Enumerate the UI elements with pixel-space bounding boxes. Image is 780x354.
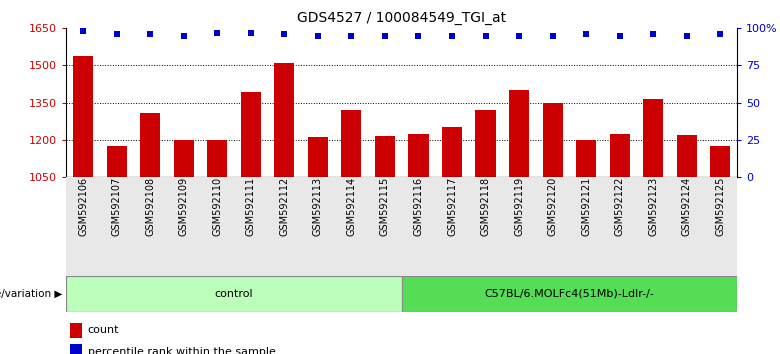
Point xyxy=(111,32,123,37)
Text: GSM592118: GSM592118 xyxy=(480,177,491,236)
Bar xyxy=(107,146,126,177)
Bar xyxy=(375,136,395,177)
Point xyxy=(546,33,558,39)
Bar xyxy=(402,276,737,312)
Text: GSM592109: GSM592109 xyxy=(179,177,189,236)
Text: count: count xyxy=(88,325,119,336)
Text: GSM592116: GSM592116 xyxy=(413,177,424,236)
Point xyxy=(446,33,459,39)
Point xyxy=(513,33,526,39)
Text: GSM592115: GSM592115 xyxy=(380,177,390,236)
Bar xyxy=(610,134,629,177)
Text: control: control xyxy=(215,289,254,299)
Text: GSM592108: GSM592108 xyxy=(145,177,155,236)
Bar xyxy=(677,135,697,177)
Point xyxy=(244,30,257,36)
Bar xyxy=(69,323,82,338)
Point xyxy=(144,32,156,37)
Bar xyxy=(543,103,562,177)
Bar xyxy=(644,99,663,177)
Point xyxy=(412,33,424,39)
Text: GSM592110: GSM592110 xyxy=(212,177,222,236)
Point xyxy=(680,33,693,39)
Text: GSM592113: GSM592113 xyxy=(313,177,323,236)
Point xyxy=(177,33,190,39)
Text: GSM592112: GSM592112 xyxy=(279,177,289,236)
Bar xyxy=(69,344,82,354)
Point xyxy=(211,30,224,36)
Point xyxy=(714,32,727,37)
Bar xyxy=(409,134,428,177)
Bar xyxy=(140,113,160,177)
Bar xyxy=(442,127,462,177)
Text: GSM592114: GSM592114 xyxy=(346,177,356,236)
Bar xyxy=(207,140,227,177)
Text: GSM592122: GSM592122 xyxy=(615,177,625,236)
Text: GSM592107: GSM592107 xyxy=(112,177,122,236)
Text: GSM592106: GSM592106 xyxy=(78,177,88,236)
Text: GSM592125: GSM592125 xyxy=(715,177,725,236)
Bar xyxy=(576,140,596,177)
Point xyxy=(479,33,492,39)
Text: GSM592120: GSM592120 xyxy=(548,177,558,236)
Text: percentile rank within the sample: percentile rank within the sample xyxy=(88,347,275,354)
Title: GDS4527 / 100084549_TGI_at: GDS4527 / 100084549_TGI_at xyxy=(297,11,506,24)
Bar xyxy=(275,63,294,177)
Point xyxy=(76,28,90,34)
Bar xyxy=(241,92,261,177)
Bar xyxy=(509,90,529,177)
Text: GSM592119: GSM592119 xyxy=(514,177,524,236)
Point xyxy=(580,32,593,37)
Bar xyxy=(342,110,361,177)
Bar xyxy=(308,137,328,177)
Text: GSM592111: GSM592111 xyxy=(246,177,256,236)
Bar xyxy=(73,56,93,177)
Text: genotype/variation ▶: genotype/variation ▶ xyxy=(0,289,62,299)
Point xyxy=(278,32,290,37)
Text: GSM592121: GSM592121 xyxy=(581,177,591,236)
Bar xyxy=(66,276,402,312)
Text: C57BL/6.MOLFc4(51Mb)-Ldlr-/-: C57BL/6.MOLFc4(51Mb)-Ldlr-/- xyxy=(484,289,654,299)
Text: GSM592123: GSM592123 xyxy=(648,177,658,236)
Point xyxy=(379,33,391,39)
Bar xyxy=(711,146,730,177)
Point xyxy=(614,33,626,39)
Text: GSM592124: GSM592124 xyxy=(682,177,692,236)
Bar xyxy=(174,140,193,177)
Point xyxy=(345,33,357,39)
Text: GSM592117: GSM592117 xyxy=(447,177,457,236)
Point xyxy=(312,33,324,39)
Bar xyxy=(476,110,495,177)
Point xyxy=(647,32,660,37)
